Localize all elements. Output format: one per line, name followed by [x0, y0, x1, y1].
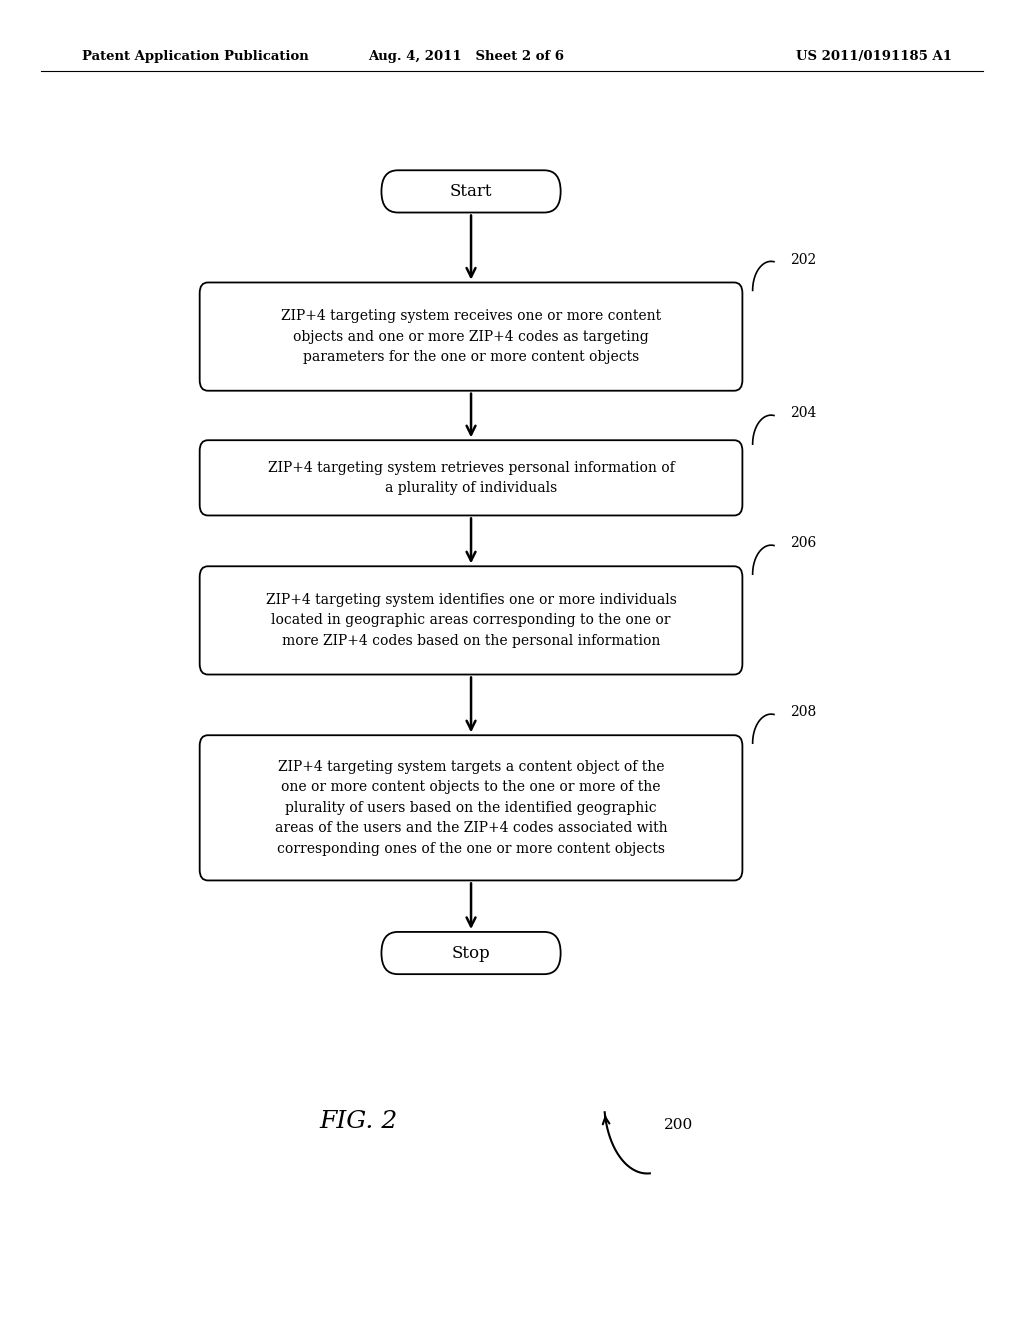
Text: ZIP+4 targeting system retrieves personal information of
a plurality of individu: ZIP+4 targeting system retrieves persona…: [267, 461, 675, 495]
Text: US 2011/0191185 A1: US 2011/0191185 A1: [797, 50, 952, 63]
Text: Stop: Stop: [452, 945, 490, 961]
Text: ZIP+4 targeting system receives one or more content
objects and one or more ZIP+: ZIP+4 targeting system receives one or m…: [281, 309, 662, 364]
Text: ZIP+4 targeting system identifies one or more individuals
located in geographic : ZIP+4 targeting system identifies one or…: [265, 593, 677, 648]
FancyBboxPatch shape: [200, 566, 742, 675]
Text: Patent Application Publication: Patent Application Publication: [82, 50, 308, 63]
FancyBboxPatch shape: [382, 170, 561, 213]
FancyBboxPatch shape: [382, 932, 561, 974]
Text: FIG. 2: FIG. 2: [319, 1110, 397, 1134]
Text: 208: 208: [791, 705, 817, 719]
FancyBboxPatch shape: [200, 440, 742, 515]
Text: 202: 202: [791, 252, 817, 267]
Text: 206: 206: [791, 536, 817, 550]
Text: Start: Start: [450, 183, 493, 199]
Text: Aug. 4, 2011   Sheet 2 of 6: Aug. 4, 2011 Sheet 2 of 6: [368, 50, 564, 63]
FancyBboxPatch shape: [200, 735, 742, 880]
Text: 200: 200: [664, 1118, 693, 1131]
Text: 204: 204: [791, 407, 817, 420]
FancyBboxPatch shape: [200, 282, 742, 391]
Text: ZIP+4 targeting system targets a content object of the
one or more content objec: ZIP+4 targeting system targets a content…: [274, 759, 668, 857]
